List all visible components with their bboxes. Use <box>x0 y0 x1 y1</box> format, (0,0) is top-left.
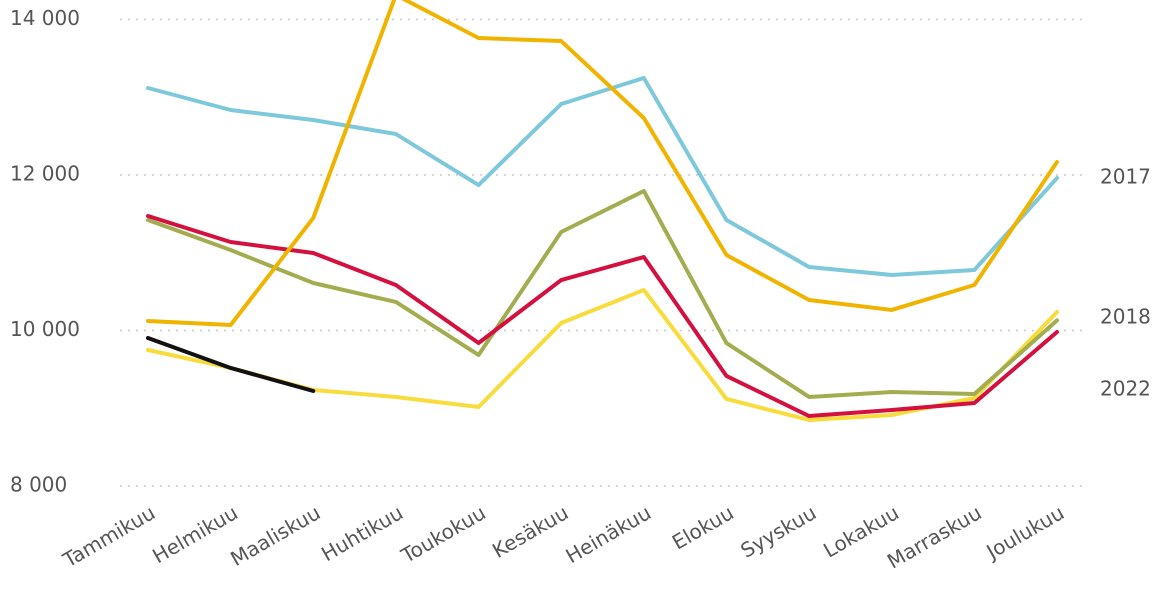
x-tick-label: Helmikuu <box>148 500 242 568</box>
legend-label: 2017 <box>1100 165 1151 189</box>
x-tick-label: Heinäkuu <box>562 500 656 568</box>
x-tick-label: Toukokuu <box>396 500 490 568</box>
y-tick-label: 8 000 <box>10 473 67 497</box>
legend-label: 2022 <box>1100 377 1151 401</box>
y-tick-label: 12 000 <box>10 162 80 186</box>
y-tick-label: 14 000 <box>10 6 80 30</box>
series-line <box>146 189 1059 399</box>
x-tick-label: Kesäkuu <box>488 500 572 562</box>
x-tick-label: Maaliskuu <box>226 500 324 571</box>
x-tick-label: Tammikuu <box>58 500 159 572</box>
legend-label: 2018 <box>1100 305 1151 329</box>
series-line <box>146 287 1059 422</box>
series-line <box>146 335 316 393</box>
series-line <box>146 213 1059 419</box>
series-line <box>146 0 1059 327</box>
x-tick-label: Elokuu <box>668 500 738 554</box>
x-tick-label: Marraskuu <box>883 500 986 573</box>
x-tick-label: Joulukuu <box>981 500 1069 564</box>
x-tick-label: Huhtikuu <box>317 500 407 566</box>
series-line <box>146 75 1059 277</box>
x-tick-label: Syyskuu <box>736 500 820 562</box>
y-tick-label: 10 000 <box>10 317 80 341</box>
